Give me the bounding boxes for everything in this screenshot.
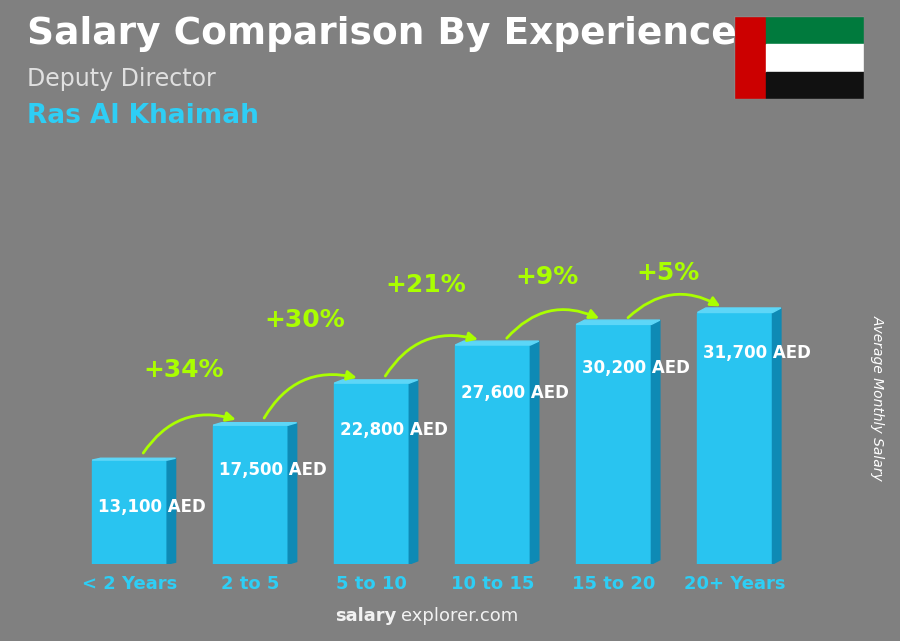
Text: +30%: +30% [265,308,346,331]
Text: Average Monthly Salary: Average Monthly Salary [870,315,885,480]
Polygon shape [92,460,167,564]
Polygon shape [576,324,652,564]
Text: salary: salary [335,607,396,625]
Bar [766,16,864,44]
Polygon shape [772,308,781,564]
Text: +5%: +5% [636,261,700,285]
Polygon shape [213,422,297,425]
Polygon shape [334,380,418,383]
Text: 22,800 AED: 22,800 AED [340,421,448,439]
Text: +34%: +34% [144,358,224,381]
Polygon shape [455,341,539,345]
Polygon shape [652,320,660,564]
Text: +21%: +21% [386,274,466,297]
Polygon shape [698,308,781,313]
Polygon shape [530,341,539,564]
Polygon shape [92,458,176,460]
Polygon shape [334,383,410,564]
Text: 31,700 AED: 31,700 AED [704,344,811,362]
Text: Salary Comparison By Experience: Salary Comparison By Experience [27,16,737,52]
Text: 30,200 AED: 30,200 AED [582,358,690,376]
Polygon shape [576,320,660,324]
Polygon shape [455,345,530,564]
Polygon shape [288,422,297,564]
Bar [734,16,766,99]
Text: Ras Al Khaimah: Ras Al Khaimah [27,103,259,129]
Text: 27,600 AED: 27,600 AED [462,384,569,403]
Text: explorer.com: explorer.com [400,607,518,625]
Polygon shape [698,313,772,564]
Text: Deputy Director: Deputy Director [27,67,216,91]
Polygon shape [213,425,288,564]
Text: 17,500 AED: 17,500 AED [220,461,327,479]
Bar [766,44,864,72]
Polygon shape [167,458,176,564]
Text: +9%: +9% [516,265,579,288]
Text: 13,100 AED: 13,100 AED [98,498,206,516]
Polygon shape [410,380,418,564]
Bar [766,72,864,99]
